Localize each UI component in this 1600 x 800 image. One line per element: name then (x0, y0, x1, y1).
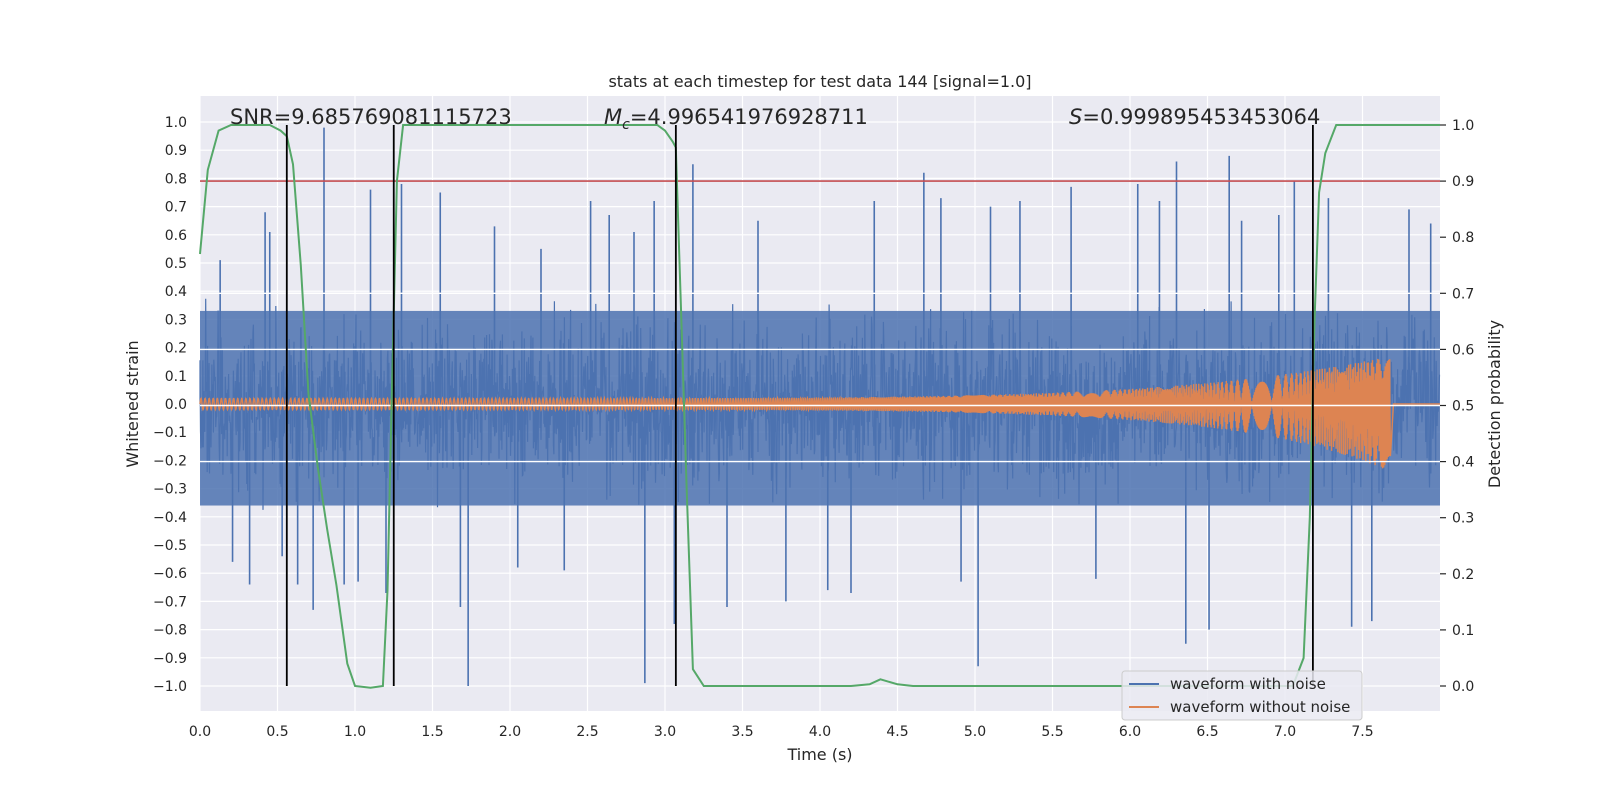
y2-tick-label: 0.2 (1452, 567, 1474, 583)
legend: waveform with noise waveform without noi… (1121, 670, 1363, 721)
y2-tick-label: 0.5 (1452, 399, 1474, 415)
y2-tick-label: 0.7 (1452, 286, 1474, 302)
y2-axis-ticks: 0.0 0.1 0.2 0.3 0.4 0.5 0.6 0.7 0.8 0.9 1.0 (1440, 118, 1474, 695)
x-tick-label: 2.5 (576, 724, 598, 740)
chirp-mass-subscript: c (622, 117, 630, 133)
y2-axis-label: Detection probability (1485, 320, 1504, 488)
event-markers (285, 125, 1314, 686)
y-tick-label: 0.4 (165, 284, 187, 300)
legend-label-clean: waveform without noise (1170, 698, 1350, 716)
y-tick-label: 0.3 (165, 312, 187, 328)
x-tick-label: 3.5 (731, 724, 753, 740)
y-tick-label: 0.6 (165, 228, 187, 244)
x-tick-label: 2.0 (499, 724, 521, 740)
series-waveform-without-noise (199, 358, 1440, 469)
y2-tick-label: 0.4 (1452, 455, 1474, 471)
x-axis-label: Time (s) (786, 745, 852, 764)
y2-tick-label: 0.0 (1452, 679, 1474, 695)
x-tick-label: 4.0 (809, 724, 831, 740)
x-tick-label: 6.0 (1119, 724, 1141, 740)
y2-tick-label: 1.0 (1452, 118, 1474, 134)
y2-tick-label: 0.9 (1452, 174, 1474, 190)
score-symbol: S (1069, 105, 1082, 129)
y-tick-label: −0.1 (153, 425, 187, 441)
y-axis-ticks: −1.0 −0.9 −0.8 −0.7 −0.6 −0.5 −0.4 −0.3 −0.2 −0.1… (153, 115, 187, 695)
y-tick-label: −0.9 (153, 651, 187, 667)
x-axis-ticks: 0.0 0.5 1.0 1.5 2.0 2.5 3.0 3.5 4.0 4.5 5.0 5.5 6.0 6… (189, 724, 1374, 740)
y-tick-label: 0.7 (165, 200, 187, 216)
score-value: =0.999895453453064 (1082, 105, 1320, 129)
legend-label-noise: waveform with noise (1170, 675, 1326, 693)
y2-tick-label: 0.8 (1452, 230, 1474, 246)
legend-box (1121, 670, 1363, 721)
y-tick-label: −0.3 (153, 482, 187, 498)
x-tick-label: 0.5 (266, 724, 288, 740)
y2-tick-label: 0.6 (1452, 342, 1474, 358)
y-tick-label: 0.8 (165, 171, 187, 187)
y-tick-label: 0.0 (165, 397, 187, 413)
snr-annotation: SNR=9.685769081115723 (230, 105, 512, 129)
y-tick-label: −0.5 (153, 538, 187, 554)
x-tick-label: 7.0 (1274, 724, 1296, 740)
x-tick-label: 0.0 (189, 724, 211, 740)
clean-trace (199, 358, 1440, 469)
score-annotation: S=0.999895453453064 (1069, 105, 1320, 129)
y-tick-label: −0.7 (153, 594, 187, 610)
y-tick-label: −0.8 (153, 623, 187, 639)
x-tick-label: 7.5 (1351, 724, 1373, 740)
y-tick-label: 0.9 (165, 143, 187, 159)
x-tick-label: 1.5 (421, 724, 443, 740)
y-tick-label: 0.2 (165, 341, 187, 357)
horizontal-gridlines-right (200, 292, 1440, 463)
y-tick-label: −1.0 (153, 679, 187, 695)
y-tick-label: 1.0 (165, 115, 187, 131)
y2-tick-label: 0.1 (1452, 623, 1474, 639)
y-axis-label: Whitened strain (123, 340, 142, 467)
y-tick-label: −0.2 (153, 453, 187, 469)
y2-tick-label: 0.3 (1452, 511, 1474, 527)
chirp-mass-annotation: Mc=4.996541976928711 (604, 105, 868, 133)
x-tick-label: 5.0 (964, 724, 986, 740)
chirp-mass-symbol: M (604, 105, 622, 129)
chirp-mass-value: =4.996541976928711 (630, 105, 868, 129)
x-tick-label: 5.5 (1041, 724, 1063, 740)
x-tick-label: 3.0 (654, 724, 676, 740)
x-tick-label: 6.5 (1196, 724, 1218, 740)
x-tick-label: 4.5 (886, 724, 908, 740)
y-tick-label: −0.4 (153, 510, 187, 526)
y-tick-label: 0.1 (165, 369, 187, 385)
x-tick-label: 1.0 (344, 724, 366, 740)
chart-title: stats at each timestep for test data 144… (608, 72, 1031, 91)
y-tick-label: −0.6 (153, 566, 187, 582)
y-tick-label: 0.5 (165, 256, 187, 272)
